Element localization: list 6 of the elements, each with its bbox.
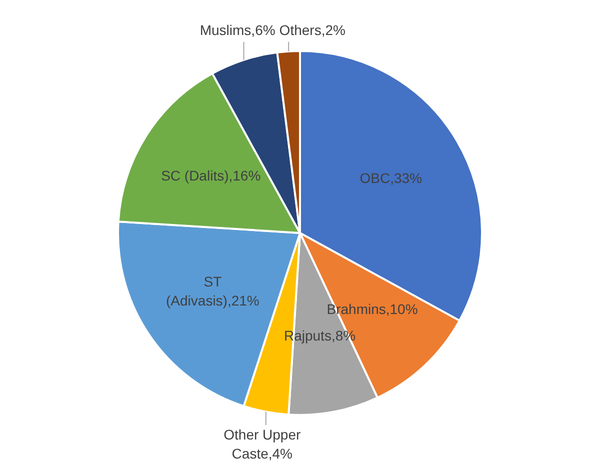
slice-label: ST (Adivasis),21% <box>166 274 260 309</box>
slice-label: Other Upper Caste,4% <box>224 426 301 462</box>
slice-label: Others,2% <box>279 22 346 38</box>
slice-label: SC (Dalits),16% <box>161 167 261 184</box>
slice-label: Muslims,6% <box>200 22 276 38</box>
slice-label: OBC,33% <box>360 170 422 186</box>
